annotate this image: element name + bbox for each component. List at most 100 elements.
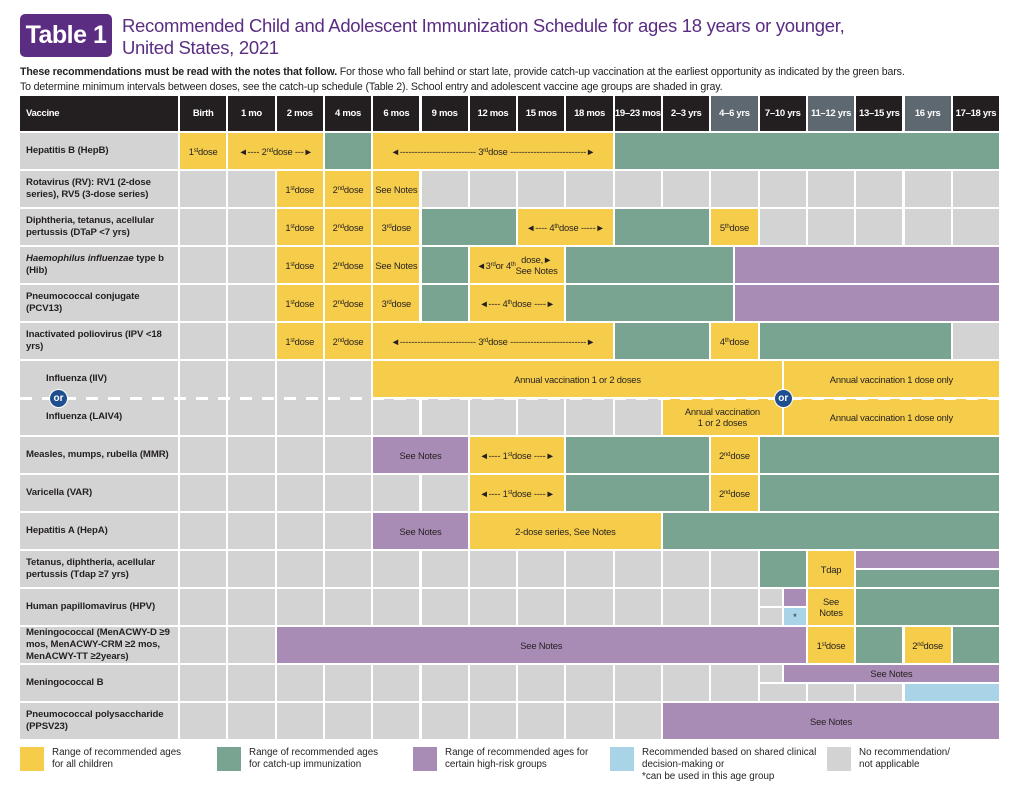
age-column-header: 18 mos: [566, 96, 613, 131]
schedule-cell-gray: [807, 209, 855, 245]
schedule-cell-gray: [276, 551, 323, 587]
vaccine-label: Human papillomavirus (HPV): [20, 589, 178, 625]
schedule-cell-gray: [759, 209, 806, 245]
schedule-cell-gray: [856, 209, 903, 245]
schedule-cell-green: [663, 513, 1000, 549]
schedule-cell-gray: [807, 171, 855, 207]
schedule-cell-purple: [735, 247, 1000, 283]
schedule-cell-gray: [180, 437, 227, 473]
age-column-header: 4–6 yrs: [711, 96, 758, 131]
schedule-cell-yellow: Annual vaccination 1 or 2 doses: [373, 361, 782, 397]
schedule-cell-gray: [566, 551, 613, 587]
legend-label: Range of recommended ages for catch-up i…: [249, 747, 379, 770]
schedule-cell-gray: [421, 551, 468, 587]
schedule-cell-green: [856, 570, 1000, 587]
schedule-cell-green: [759, 437, 1000, 473]
vaccine-label: Meningococcal (MenACWY-D ≥9 mos, MenACWY…: [20, 627, 178, 663]
schedule-cell-purple: See Notes: [373, 437, 468, 473]
vaccine-label-main: Hepatitis B (HepB): [26, 145, 109, 156]
vaccine-label: Diphtheria, tetanus, acellular pertussis…: [20, 209, 178, 245]
vaccine-label: Rotavirus (RV): RV1 (2-dose series), RV5…: [20, 171, 178, 207]
schedule-cell-gray: [373, 589, 420, 625]
schedule-cell-gray: [324, 589, 372, 625]
legend-swatch: [610, 747, 634, 771]
vaccine-label-main: Varicella (VAR): [26, 487, 93, 498]
schedule-cell-green: [856, 589, 1000, 625]
vaccine-label-text: Meningococcal B: [26, 677, 104, 689]
age-column-header: 19–23 mos: [614, 96, 661, 131]
title-line-1: Recommended Child and Adolescent Immuniz…: [122, 15, 845, 36]
vaccine-label-text: Diphtheria, tetanus, acellular pertussis…: [26, 215, 178, 239]
vaccine-label-main: Measles, mumps, rubella (MMR): [26, 449, 169, 460]
schedule-cell-green: [952, 627, 1000, 663]
schedule-cell-gray: [373, 475, 420, 511]
vaccine-label-text: Haemophilus influenzae type b (Hib): [26, 253, 178, 277]
vaccine-label: Pneumococcal conjugate (PCV13): [20, 285, 178, 321]
schedule-cell-gray: [469, 589, 517, 625]
age-column-header: 15 mos: [518, 96, 565, 131]
schedule-cell-blue: *: [783, 608, 806, 625]
schedule-cell-blue: [904, 684, 1000, 701]
legend-item-green: Range of recommended ages for catch-up i…: [217, 747, 378, 771]
schedule-cell-gray: [373, 703, 420, 739]
schedule-cell-green: [566, 475, 710, 511]
vaccine-label-laiv: Influenza (LAIV4): [46, 411, 123, 422]
schedule-cell-gray: [180, 627, 227, 663]
schedule-cell-gray: [807, 684, 855, 701]
schedule-cell-gray: [228, 665, 275, 701]
schedule-cell-yellow: Annual vaccination 1 or 2 doses: [663, 399, 782, 435]
schedule-cell-gray: [566, 703, 613, 739]
vaccine-label-main: Meningococcal B: [26, 677, 104, 688]
schedule-cell-green: [324, 133, 372, 169]
schedule-cell-gray: [421, 399, 468, 435]
schedule-cell-gray: [228, 589, 275, 625]
schedule-cell-gray: [373, 399, 420, 435]
schedule-cell-gray: [518, 399, 565, 435]
vaccine-label-text: Meningococcal (MenACWY-D ≥9 mos, MenACWY…: [26, 627, 178, 663]
vaccine-label-text: Measles, mumps, rubella (MMR): [26, 449, 169, 461]
schedule-cell-gray: [421, 589, 468, 625]
schedule-cell-gray: [276, 589, 323, 625]
vaccine-column-header: Vaccine: [20, 96, 178, 131]
vaccine-label: Meningococcal B: [20, 665, 178, 701]
schedule-cell-yellow: Annual vaccination 1 dose only: [783, 399, 1000, 435]
vaccine-label: Inactivated poliovirus (IPV <18 yrs): [20, 323, 178, 359]
vaccine-label-main: Meningococcal (MenACWY-D ≥9 mos, MenACWY…: [26, 627, 170, 662]
vaccine-label-text: Inactivated poliovirus (IPV <18 yrs): [26, 329, 178, 353]
schedule-cell-green: [421, 247, 468, 283]
schedule-cell-gray: [228, 513, 275, 549]
vaccine-label-main: Human papillomavirus (HPV): [26, 601, 156, 612]
vaccine-label: Hepatitis B (HepB): [20, 133, 178, 169]
intro-rest: For those who fall behind or start late,…: [337, 66, 905, 78]
or-badge: or: [49, 389, 68, 408]
schedule-cell-gray: [276, 665, 323, 701]
schedule-cell-gray: [228, 551, 275, 587]
legend-item-blue: Recommended based on shared clinical dec…: [610, 747, 816, 783]
schedule-cell-gray: [711, 171, 758, 207]
schedule-cell-gray: [759, 608, 782, 625]
schedule-cell-gray: [228, 703, 275, 739]
schedule-cell-green: [421, 285, 468, 321]
schedule-cell-green: [759, 475, 1000, 511]
vaccine-label-main: Rotavirus (RV): RV1 (2-dose series), RV5…: [26, 177, 151, 200]
schedule-cell-gray: [421, 703, 468, 739]
legend-item-yellow: Range of recommended ages for all childr…: [20, 747, 181, 771]
schedule-cell-gray: [276, 475, 323, 511]
schedule-cell-gray: [614, 399, 661, 435]
schedule-cell-gray: [180, 513, 227, 549]
age-column-header: 11–12 yrs: [807, 96, 855, 131]
schedule-cell-purple: [735, 285, 1000, 321]
table-number-badge: Table 1: [20, 14, 112, 57]
schedule-cell-gray: [904, 171, 951, 207]
schedule-cell-gray: [228, 323, 275, 359]
intro-line-2: To determine minimum intervals between d…: [20, 81, 723, 93]
schedule-cell-gray: [518, 589, 565, 625]
